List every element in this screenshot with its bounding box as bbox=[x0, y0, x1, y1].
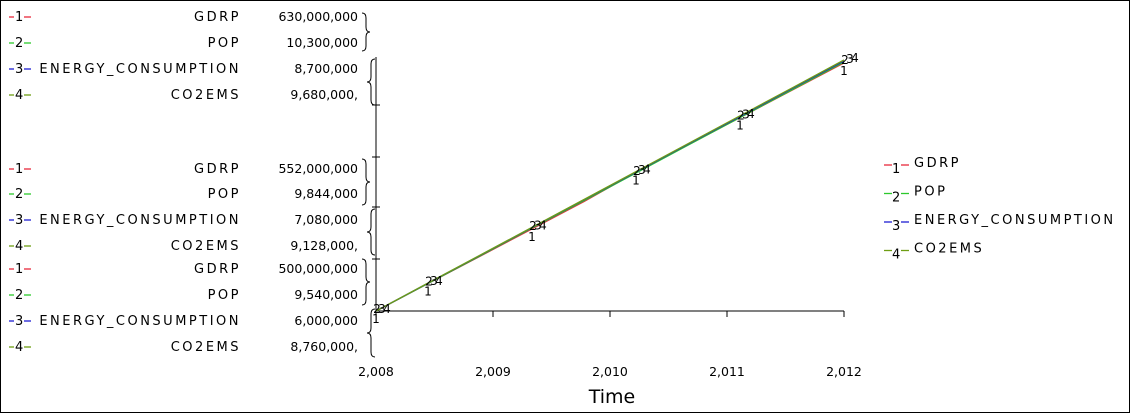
legend-label: ENERGY_CONSUMPTION bbox=[914, 213, 1116, 228]
x-tick-label: 2,010 bbox=[592, 364, 628, 379]
axis-key-number: 4 bbox=[15, 340, 23, 355]
axis-brace-mid-2 bbox=[366, 208, 376, 256]
axis-key-number: 4 bbox=[15, 88, 23, 103]
axis-variable-name: GDRP bbox=[194, 262, 241, 277]
axis-key-number: 1 bbox=[15, 262, 23, 277]
axis-value-label: 552,000,000 bbox=[278, 161, 358, 176]
axis-variable-name: POP bbox=[208, 288, 241, 303]
axis-value-label: 9,844,000 bbox=[294, 186, 358, 201]
legend-number: 1 bbox=[892, 162, 900, 177]
axis-variable-name: POP bbox=[208, 36, 241, 51]
axis-key-number: 2 bbox=[15, 288, 23, 303]
x-tick-labels: 2,008 2,009 2,010 2,011 2,012 bbox=[358, 364, 862, 379]
series-marker: 1 bbox=[736, 119, 744, 133]
series-marker: 1 bbox=[632, 173, 640, 187]
legend-number: 4 bbox=[892, 248, 900, 263]
axes bbox=[361, 12, 845, 358]
series-marker: 3 bbox=[378, 302, 386, 316]
series-marker: 3 bbox=[846, 52, 854, 66]
legend-label: POP bbox=[914, 185, 947, 200]
axis-brace-top-1 bbox=[361, 12, 371, 52]
axis-brace-mid-1 bbox=[361, 158, 371, 206]
axis-value-label: 10,300,000 bbox=[286, 35, 358, 50]
axis-variable-name: CO2EMS bbox=[171, 239, 241, 254]
series-marker: 4 bbox=[539, 218, 547, 232]
axis-value-label: 630,000,000 bbox=[278, 9, 358, 24]
axis-variable-name: CO2EMS bbox=[171, 340, 241, 355]
axis-variable-name: CO2EMS bbox=[171, 88, 241, 103]
axis-variable-name: GDRP bbox=[194, 162, 241, 177]
series-marker: 4 bbox=[383, 302, 391, 316]
series-marker: 2 bbox=[529, 219, 537, 233]
axis-value-label: 9,540,000 bbox=[294, 287, 358, 302]
series-lines bbox=[375, 59, 845, 312]
series-marker: 2 bbox=[841, 53, 849, 67]
series-marker: 4 bbox=[643, 163, 651, 177]
series-marker: 4 bbox=[435, 274, 443, 288]
series-marker: 1 bbox=[840, 64, 848, 78]
axis-key-number: 2 bbox=[15, 36, 23, 51]
legend-number: 3 bbox=[892, 219, 900, 234]
series-marker: 3 bbox=[638, 163, 646, 177]
left-axis-labels: 1 GDRP 630,000,000 2 POP 10,300,000 3 ENERGY_CO… bbox=[9, 9, 358, 355]
x-tick-label: 2,012 bbox=[826, 364, 862, 379]
series-marker: 2 bbox=[633, 164, 641, 178]
series-marker: 1 bbox=[424, 285, 432, 299]
x-tick-label: 2,011 bbox=[709, 364, 745, 379]
series-marker: 4 bbox=[747, 107, 755, 121]
x-tick-label: 2,008 bbox=[358, 364, 394, 379]
axis-key-number: 1 bbox=[15, 10, 23, 25]
axis-variable-name: GDRP bbox=[194, 10, 241, 25]
series-marker: 1 bbox=[372, 312, 380, 326]
series-line-co2ems bbox=[375, 59, 845, 312]
series-marker: 4 bbox=[851, 51, 859, 65]
axis-value-label: 8,760,000, bbox=[290, 339, 358, 354]
axis-value-label: 500,000,000 bbox=[278, 261, 358, 276]
axis-value-label: 9,128,000, bbox=[290, 238, 358, 253]
axis-value-label: 7,080,000 bbox=[294, 212, 358, 227]
axis-key-number: 3 bbox=[15, 314, 23, 329]
axis-brace-bot-1 bbox=[361, 258, 371, 306]
axis-key-number: 2 bbox=[15, 187, 23, 202]
x-axis-title: Time bbox=[588, 386, 636, 408]
axis-key-number: 3 bbox=[15, 213, 23, 228]
series-marker: 2 bbox=[737, 108, 745, 122]
series-marker: 3 bbox=[430, 274, 438, 288]
axis-brace-top-2 bbox=[366, 58, 376, 106]
series-marker: 2 bbox=[373, 302, 381, 316]
legend-label: GDRP bbox=[914, 156, 961, 171]
axis-key-number: 1 bbox=[15, 162, 23, 177]
axis-variable-name: ENERGY_CONSUMPTION bbox=[39, 213, 241, 228]
axis-key-number: 3 bbox=[15, 62, 23, 77]
legend-number: 2 bbox=[892, 191, 900, 206]
legend-label: CO2EMS bbox=[914, 242, 984, 257]
axis-variable-name: POP bbox=[208, 187, 241, 202]
series-marker: 2 bbox=[425, 275, 433, 289]
axis-variable-name: ENERGY_CONSUMPTION bbox=[39, 62, 241, 77]
series-marker: 3 bbox=[534, 219, 542, 233]
series-marker: 3 bbox=[742, 107, 750, 121]
axis-value-label: 9,680,000, bbox=[290, 87, 358, 102]
axis-value-label: 8,700,000 bbox=[294, 61, 358, 76]
axis-variable-name: ENERGY_CONSUMPTION bbox=[39, 314, 241, 329]
legend: 1 GDRP 2 POP 3 ENERGY_CONSUMPTION 4 CO2EMS bbox=[884, 156, 1116, 263]
axis-key-number: 4 bbox=[15, 239, 23, 254]
axis-brace-bot-2 bbox=[366, 308, 376, 358]
axis-value-label: 6,000,000 bbox=[294, 313, 358, 328]
x-tick-label: 2,009 bbox=[475, 364, 511, 379]
series-marker: 1 bbox=[528, 230, 536, 244]
